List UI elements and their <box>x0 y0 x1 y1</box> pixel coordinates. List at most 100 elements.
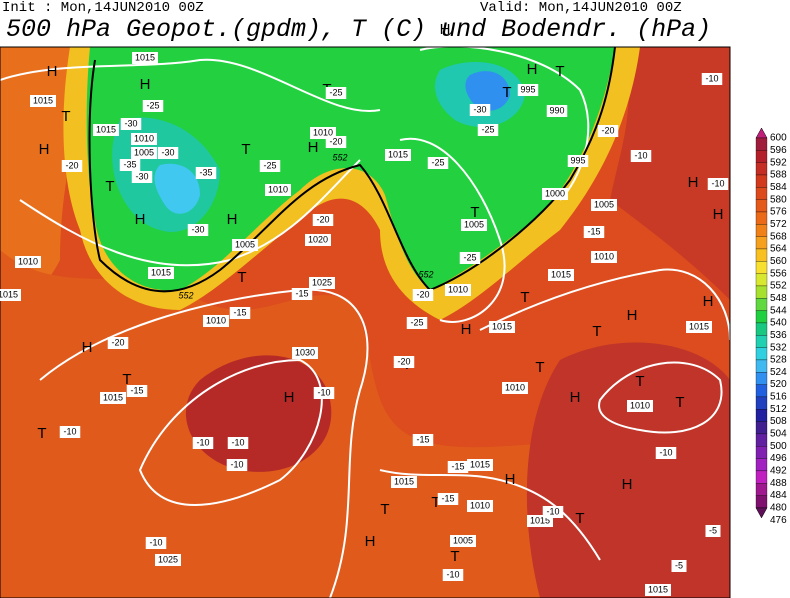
isobars <box>0 47 730 598</box>
colorbar-label: 568 <box>770 231 787 242</box>
temperature-label-box <box>469 104 491 116</box>
temperature-label: -35 <box>199 167 212 177</box>
isobar-label: 1015 <box>470 459 490 469</box>
isobar-label: 1015 <box>103 392 123 402</box>
colorbar-bin <box>755 298 768 311</box>
temperature-label-box <box>192 437 214 449</box>
isobar-label-box <box>591 251 617 263</box>
isobar-label-box <box>15 256 41 268</box>
temperature-label: -20 <box>601 125 614 135</box>
colorbar-label: 504 <box>770 429 787 440</box>
colorbar-bin <box>755 174 768 188</box>
temperature-label-box <box>145 537 167 549</box>
colorbar-arrow-bottom <box>755 507 768 519</box>
isobar-label: 1000 <box>545 188 565 198</box>
isobar-label-box <box>542 188 568 200</box>
isobar-label: 1015 <box>33 95 53 105</box>
temperature-label: -25 <box>410 317 423 327</box>
isobar-label-box <box>467 459 493 471</box>
isobar-label: 1005 <box>134 147 154 157</box>
colorbar-bin <box>755 483 768 496</box>
temperature-label-box <box>630 150 652 162</box>
isobar-label: 1015 <box>96 124 116 134</box>
colorbar-bin <box>755 261 768 274</box>
valid-time: Valid: Mon,14JUN2010 00Z <box>480 0 682 16</box>
pressure-center: H <box>527 61 538 78</box>
pressure-center: H <box>39 141 50 158</box>
colorbar-label: 524 <box>770 367 787 378</box>
isobar-label-box <box>548 269 574 281</box>
temperature-label: -10 <box>317 387 330 397</box>
temperature-label-box <box>312 214 334 226</box>
labels: HHHHHHHHHHHHHHHHHHHTTTTTTTTTTTTTTTTTTTT1… <box>0 21 729 596</box>
temperature-label: -25 <box>146 100 159 110</box>
temperature-label: -5 <box>675 560 683 570</box>
temperature-label-box <box>447 461 469 473</box>
pressure-center: H <box>461 321 472 338</box>
isobar-label: 1030 <box>295 347 315 357</box>
colorbar-bin <box>755 421 768 435</box>
init-time: Init : Mon,14JUN2010 00Z <box>2 0 204 16</box>
temperature-label-box <box>437 493 459 505</box>
colorbar-label: 520 <box>770 379 787 390</box>
temperature-label: -25 <box>481 124 494 134</box>
temperature-label-box <box>459 252 481 264</box>
contour-label: 552 <box>178 290 193 300</box>
field-blue <box>465 71 510 111</box>
isobar-label: 1015 <box>0 289 18 299</box>
isobar-label: 995 <box>520 84 535 94</box>
colorbar-bin <box>755 384 768 398</box>
isobar-label: 1010 <box>206 315 226 325</box>
temperature-label: -15 <box>451 461 464 471</box>
isobar-label-box <box>591 199 617 211</box>
temperature-label: -25 <box>431 157 444 167</box>
colorbar-label: 508 <box>770 416 787 427</box>
temperature-label: -10 <box>659 447 672 457</box>
isobar-label-box <box>232 239 258 251</box>
isobar-label: 1010 <box>268 184 288 194</box>
pressure-center: T <box>555 63 564 80</box>
isobar-label-box <box>461 219 487 231</box>
temperature-label: -20 <box>111 337 124 347</box>
temperature-label-box <box>597 125 619 137</box>
temperature-label: -15 <box>295 288 308 298</box>
temperature-label: -25 <box>463 252 476 262</box>
colorbar-bin <box>755 470 768 484</box>
temperature-label: -30 <box>473 104 486 114</box>
temperature-label-box <box>229 307 251 319</box>
isobar-label-box <box>645 584 671 596</box>
isobar-label-box <box>502 382 528 394</box>
colorbar-bin <box>755 372 768 385</box>
isobar-label-box <box>265 184 291 196</box>
isobar-label-box <box>93 124 119 136</box>
colorbar-label: 576 <box>770 207 787 218</box>
temperature-label-box <box>195 167 217 179</box>
pressure-center: H <box>627 307 638 324</box>
temperature-label-box <box>412 434 434 446</box>
temperature-label: -10 <box>149 537 162 547</box>
isobar-label-box <box>155 554 181 566</box>
temperature-label-box <box>142 100 164 112</box>
colorbar-bin <box>755 150 768 163</box>
isobar-label-box <box>309 277 335 289</box>
pressure-center: T <box>635 373 644 390</box>
isobar-label: 1005 <box>594 199 614 209</box>
isobar-label-box <box>686 321 712 333</box>
colorbar-label: 580 <box>770 194 787 205</box>
isobar-label: 1025 <box>312 277 332 287</box>
pressure-center: H <box>505 471 516 488</box>
temperature-label: -20 <box>65 160 78 170</box>
isobar-label-box <box>100 392 126 404</box>
isobar-label: 1020 <box>308 234 328 244</box>
colorbar-bin <box>755 433 768 447</box>
field-darkred <box>526 342 730 598</box>
pressure-center: H <box>82 339 93 356</box>
temperature-label-box <box>120 118 142 130</box>
temperature-label-box <box>259 160 281 172</box>
isobar-label: 1015 <box>135 52 155 62</box>
temperature-label: -30 <box>191 224 204 234</box>
isobar-label: 1010 <box>630 400 650 410</box>
pressure-center: T <box>675 394 684 411</box>
colorbar-bin <box>755 310 768 324</box>
